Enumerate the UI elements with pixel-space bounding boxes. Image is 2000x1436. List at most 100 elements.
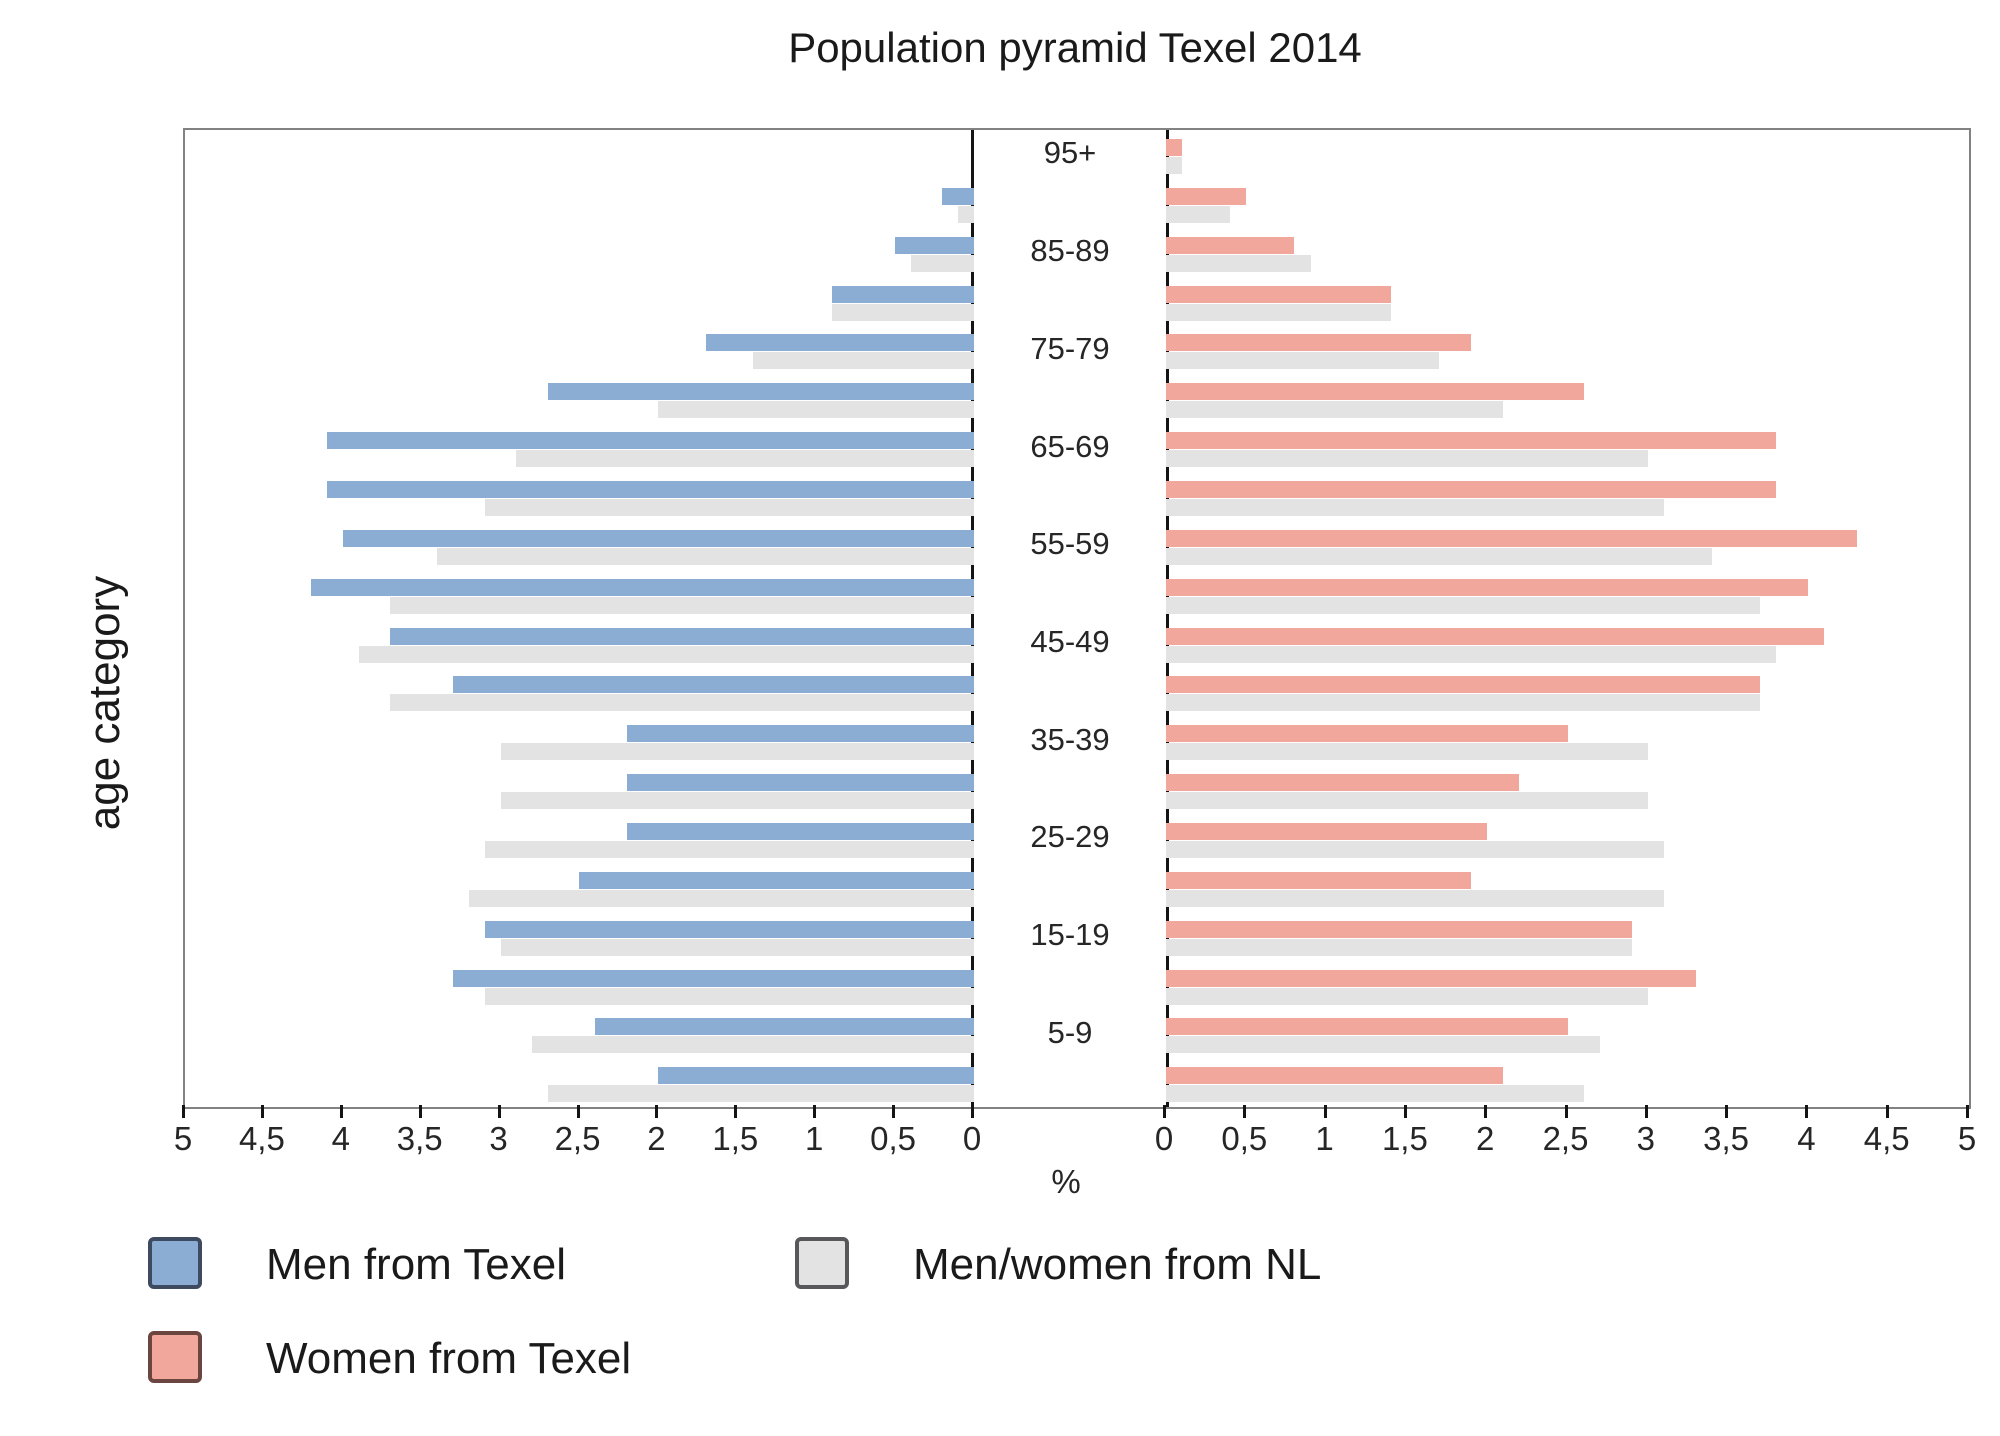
zero-axis-left <box>971 130 974 1107</box>
bar-women-nl-20-24 <box>1166 889 1664 907</box>
bar-women-texel-95+ <box>1166 139 1182 156</box>
x-tick-label-3: 3 <box>1636 1120 1655 1157</box>
bar-men-texel-35-39 <box>627 725 974 743</box>
x-tick-label-4,5: 4,5 <box>238 1120 285 1157</box>
bar-women-texel-75-79 <box>1166 334 1471 352</box>
bar-men-nl-35-39 <box>501 743 974 761</box>
bar-women-nl-30-34 <box>1166 792 1648 810</box>
x-tick-label-2: 2 <box>1476 1120 1495 1157</box>
x-axis-tick <box>1805 1105 1809 1118</box>
bar-men-texel-10-14 <box>453 969 974 987</box>
bar-women-texel-35-39 <box>1166 725 1568 743</box>
x-axis-title: % <box>1051 1163 1081 1200</box>
x-tick-label-2,5: 2,5 <box>554 1120 601 1157</box>
bar-men-nl-85-89 <box>911 254 974 272</box>
x-axis-tick <box>497 1105 501 1118</box>
x-tick-label-4,5: 4,5 <box>1863 1120 1910 1157</box>
x-axis-tick <box>576 1105 580 1118</box>
age-tick-label-55-59: 55-59 <box>1030 526 1110 562</box>
bar-men-texel-65-69 <box>327 432 974 450</box>
bar-women-nl-55-59 <box>1166 547 1712 565</box>
men-pane <box>185 130 974 1107</box>
x-tick-label-2,5: 2,5 <box>1542 1120 1589 1157</box>
bar-women-texel-65-69 <box>1166 432 1776 450</box>
bar-men-nl-15-19 <box>501 938 974 956</box>
x-axis-tick <box>339 1105 343 1118</box>
bar-women-nl-65-69 <box>1166 450 1648 468</box>
bar-men-texel-25-29 <box>627 822 974 840</box>
x-tick-label-0: 0 <box>1154 1120 1174 1157</box>
bar-men-texel-5-9 <box>595 1018 974 1036</box>
age-tick-label-45-49: 45-49 <box>1030 623 1110 659</box>
bar-men-nl-20-24 <box>469 889 974 907</box>
bar-women-nl-40-44 <box>1166 694 1760 712</box>
bar-men-nl-75-79 <box>753 352 974 370</box>
bar-men-nl-5-9 <box>532 1036 974 1054</box>
bar-men-texel-80-84 <box>832 285 974 303</box>
bar-men-texel-40-44 <box>453 676 974 694</box>
age-tick-label-65-69: 65-69 <box>1030 428 1110 464</box>
x-axis-tick <box>1725 1105 1729 1118</box>
bar-men-nl-90-94 <box>958 205 974 223</box>
x-tick-label-3,5: 3,5 <box>396 1120 443 1157</box>
bar-women-nl-60-64 <box>1166 498 1664 516</box>
bar-women-texel-0-4 <box>1166 1067 1503 1085</box>
age-tick-label-25-29: 25-29 <box>1030 819 1110 855</box>
x-tick-label-3,5: 3,5 <box>1703 1120 1750 1157</box>
x-axis-tick <box>1885 1105 1889 1118</box>
bar-women-texel-50-54 <box>1166 578 1808 596</box>
x-tick-label-5: 5 <box>1957 1120 1977 1157</box>
x-tick-label-4: 4 <box>331 1120 350 1157</box>
bar-women-texel-10-14 <box>1166 969 1696 987</box>
x-axis-tick <box>1564 1105 1568 1118</box>
bar-women-texel-15-19 <box>1166 920 1632 938</box>
bar-women-nl-90-94 <box>1166 205 1230 223</box>
bar-women-nl-75-79 <box>1166 352 1439 370</box>
bar-men-nl-70-74 <box>658 401 974 419</box>
bar-men-texel-70-74 <box>548 383 974 401</box>
bar-women-texel-20-24 <box>1166 871 1471 889</box>
bar-men-nl-40-44 <box>390 694 974 712</box>
x-axis-tick <box>1163 1105 1166 1118</box>
bar-men-nl-10-14 <box>485 987 974 1005</box>
bar-women-texel-55-59 <box>1166 529 1857 547</box>
x-axis-tick <box>734 1105 738 1118</box>
bar-men-nl-25-29 <box>485 840 974 858</box>
bar-women-texel-85-89 <box>1166 236 1294 254</box>
bar-women-nl-10-14 <box>1166 987 1648 1005</box>
bar-women-texel-30-34 <box>1166 774 1519 792</box>
legend-label-men-texel: Men from Texel <box>266 1240 566 1289</box>
bar-men-nl-45-49 <box>359 645 974 663</box>
bar-women-nl-80-84 <box>1166 303 1391 321</box>
legend-label-women-texel: Women from Texel <box>266 1334 632 1383</box>
x-tick-label-1,5: 1,5 <box>712 1120 759 1157</box>
bar-women-nl-35-39 <box>1166 743 1648 761</box>
x-axis: 5 4,5 4 3,5 3 2,5 2 1,5 1 0,5 0 0 0,5 1 1,5 2 2,5 3 3,5 4 4,… <box>174 126 1976 1436</box>
x-tick-label-3: 3 <box>489 1120 508 1157</box>
bar-women-texel-40-44 <box>1166 676 1760 694</box>
age-tick-label-85-89: 85-89 <box>1030 233 1110 269</box>
age-tick-label-95+: 95+ <box>1043 135 1097 171</box>
x-axis-tick <box>182 1105 185 1118</box>
plot-area: 95+ 85-89 75-79 65-69 55-59 45-49 35-39 25-29 15… <box>183 128 1971 1109</box>
bar-men-texel-0-4 <box>658 1067 974 1085</box>
bar-men-nl-60-64 <box>485 498 974 516</box>
age-tick-label-35-39: 35-39 <box>1030 721 1110 757</box>
age-tick-label-5-9: 5-9 <box>1047 1014 1093 1050</box>
y-axis-title: age category <box>80 575 129 831</box>
bar-women-nl-85-89 <box>1166 254 1311 272</box>
x-tick-label-0,5: 0,5 <box>870 1120 917 1157</box>
bar-women-texel-90-94 <box>1166 187 1246 205</box>
women-pane <box>1166 130 1969 1107</box>
x-tick-label-1: 1 <box>805 1120 824 1157</box>
legend-swatch-nl <box>795 1237 849 1289</box>
x-axis-tick <box>1323 1105 1327 1118</box>
x-tick-label-0,5: 0,5 <box>1221 1120 1268 1157</box>
legend-label-nl: Men/women from NL <box>913 1240 1322 1289</box>
bar-men-texel-55-59 <box>343 529 974 547</box>
zero-axis-right <box>1166 130 1169 1107</box>
bar-men-texel-60-64 <box>327 480 974 498</box>
bar-women-nl-45-49 <box>1166 645 1776 663</box>
x-axis-tick <box>655 1105 659 1118</box>
x-tick-label-1,5: 1,5 <box>1381 1120 1428 1157</box>
